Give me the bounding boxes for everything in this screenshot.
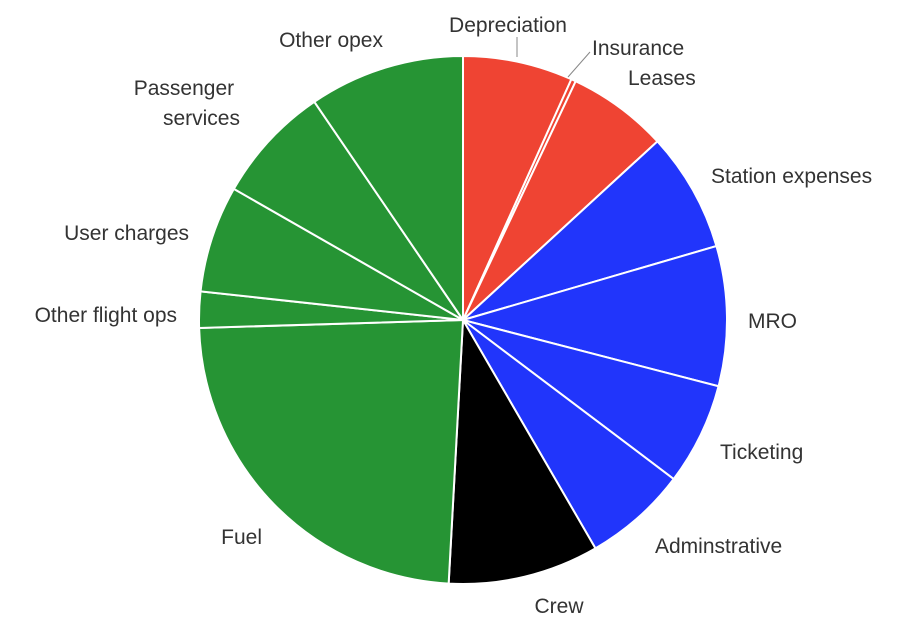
pie-slices (198, 54, 728, 585)
slice-label-adminstrative: Adminstrative (655, 535, 782, 558)
pie-slice-depreciation (462, 54, 573, 321)
pie-slice-mro (459, 244, 728, 388)
pie-slice-passenger-services (232, 100, 464, 321)
pie-slice-other-opex (312, 54, 464, 324)
pie-slice-user-charges (199, 187, 464, 321)
pie-slice-crew (447, 316, 597, 585)
slice-label-ticketing: Ticketing (720, 441, 803, 464)
slice-label-station-expenses: Station expenses (711, 165, 872, 188)
slice-label-other-flight-ops: Other flight ops (35, 304, 177, 327)
slice-label-depreciation: Depreciation (449, 14, 567, 37)
slice-label-passenger-services: Passenger services (134, 77, 240, 130)
pie-slice-fuel (198, 318, 465, 585)
slice-label-mro: MRO (748, 310, 797, 333)
slice-label-passenger-services-line2: services (163, 107, 240, 130)
slice-label-passenger-services-line1: Passenger (134, 77, 234, 100)
slice-labels: Depreciation Insurance Leases Station ex… (35, 14, 873, 617)
slice-label-insurance: Insurance (592, 37, 684, 60)
slice-label-other-opex: Other opex (279, 29, 383, 52)
slice-label-user-charges: User charges (64, 222, 189, 245)
slice-label-leases: Leases (628, 67, 696, 90)
label-leaders (516, 37, 591, 78)
insurance-leader (567, 51, 591, 78)
slice-label-crew: Crew (534, 595, 584, 617)
pie-slice-station-expenses (462, 139, 718, 321)
slice-label-fuel: Fuel (221, 526, 262, 549)
